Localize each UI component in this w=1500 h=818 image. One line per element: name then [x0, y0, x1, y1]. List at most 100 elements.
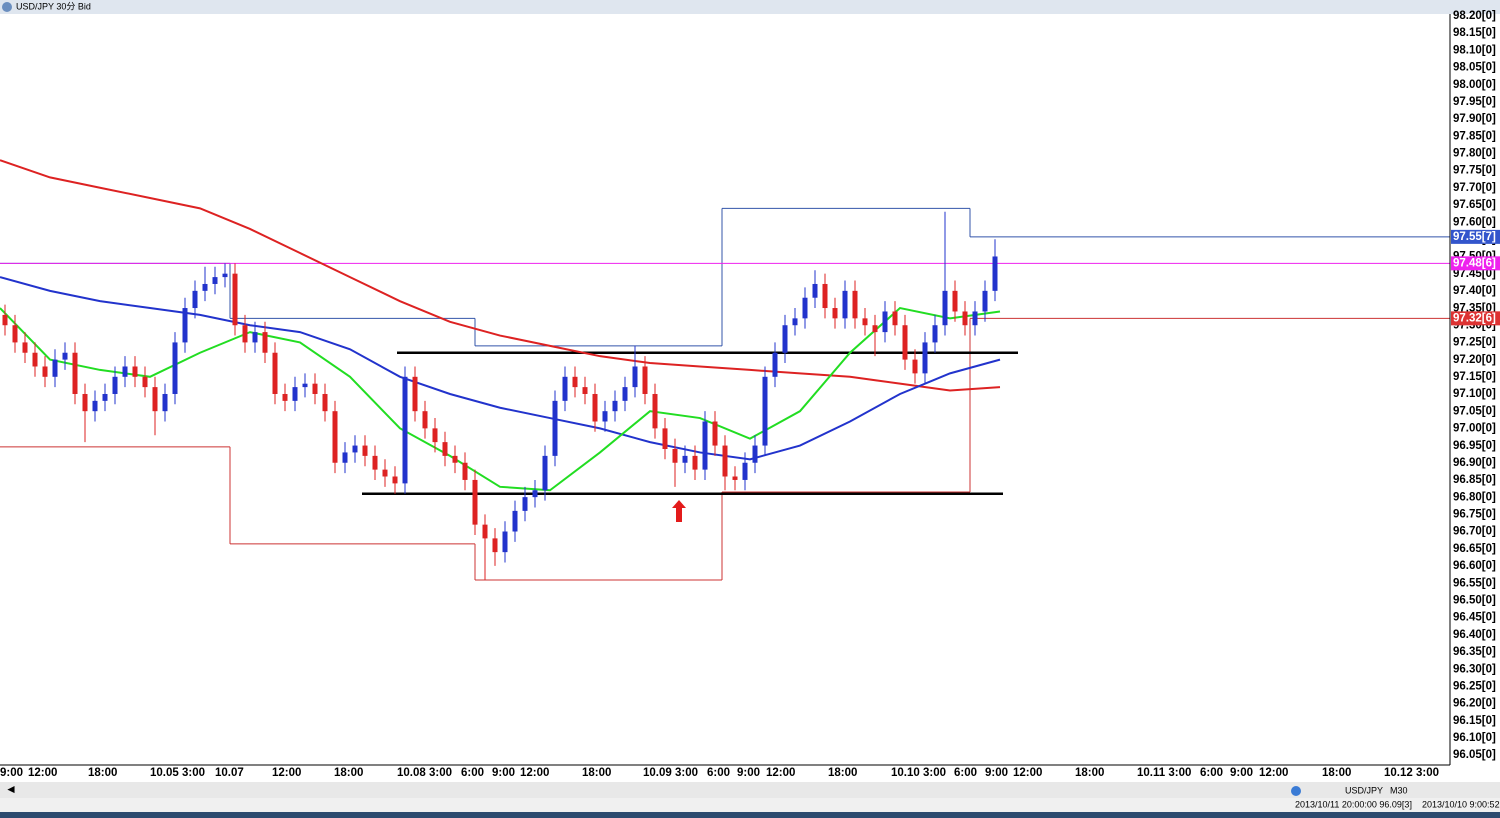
- candle-body: [452, 455, 458, 463]
- candle-body: [2, 314, 8, 326]
- price-label: 96.50[0]: [1453, 594, 1496, 606]
- price-label: 96.40[0]: [1453, 629, 1496, 641]
- price-label: 97.25[0]: [1453, 337, 1496, 349]
- candle-body: [152, 387, 158, 412]
- candle-body: [22, 342, 28, 353]
- price-label: 97.90[0]: [1453, 113, 1496, 125]
- candle-body: [642, 366, 648, 394]
- candle-body: [292, 387, 298, 401]
- candle-body: [912, 359, 918, 374]
- price-label: 98.10[0]: [1453, 44, 1496, 56]
- candle-body: [312, 383, 318, 394]
- candle-body: [622, 387, 628, 401]
- price-label: 96.65[0]: [1453, 543, 1496, 555]
- price-label: 98.05[0]: [1453, 62, 1496, 74]
- candle-body: [262, 332, 268, 353]
- time-label: 10.10 3:00: [891, 767, 946, 779]
- candle-body: [962, 311, 968, 326]
- candle-body: [702, 421, 708, 470]
- candle-body: [972, 311, 978, 326]
- candle-body: [792, 318, 798, 326]
- time-label: 6:00: [1200, 767, 1223, 779]
- price-label: 96.30[0]: [1453, 663, 1496, 675]
- price-label: 96.55[0]: [1453, 577, 1496, 589]
- price-label: 96.05[0]: [1453, 749, 1496, 761]
- price-label: 97.80[0]: [1453, 148, 1496, 160]
- candle-body: [492, 538, 498, 553]
- candle-body: [432, 428, 438, 443]
- candle-body: [322, 393, 328, 412]
- time-label: 18:00: [334, 767, 363, 779]
- symbol[interactable]: USD/JPY: [1345, 785, 1383, 795]
- time-label: 10.12 3:00: [1384, 767, 1439, 779]
- price-tag: [1451, 229, 1500, 244]
- price-label: 96.80[0]: [1453, 491, 1496, 503]
- time-label: 6:00: [707, 767, 730, 779]
- price-label: 97.45[0]: [1453, 268, 1496, 280]
- candle-body: [132, 366, 138, 377]
- candle-body: [102, 393, 108, 401]
- candle-body: [892, 311, 898, 326]
- price-tag: [1451, 256, 1500, 271]
- window-title: USD/JPY 30分 Bid: [16, 1, 91, 11]
- candle-body: [332, 411, 338, 463]
- scrollbar[interactable]: [0, 782, 1500, 798]
- play-button[interactable]: [1291, 786, 1301, 796]
- candle-body: [602, 411, 608, 422]
- time-label: 10.11 3:00: [1137, 767, 1191, 779]
- period[interactable]: M30: [1390, 785, 1408, 795]
- candle-body: [732, 476, 738, 480]
- candle-body: [32, 352, 38, 367]
- candle-body: [382, 469, 388, 477]
- time-label: 18:00: [1322, 767, 1351, 779]
- candle-body: [302, 383, 308, 388]
- candle-body: [612, 400, 618, 412]
- price-label: 97.75[0]: [1453, 165, 1496, 177]
- candle-body: [202, 283, 208, 291]
- time-label: 12:00: [1259, 767, 1288, 779]
- candle-body: [852, 290, 858, 319]
- candle-body: [342, 452, 348, 463]
- candle-body: [372, 455, 378, 470]
- price-tag-label: 97.32[6]: [1453, 312, 1496, 324]
- price-label: 96.25[0]: [1453, 680, 1496, 692]
- time-label: 18:00: [582, 767, 611, 779]
- candle-body: [562, 376, 568, 401]
- price-label: 97.20[0]: [1453, 354, 1496, 366]
- price-label: 96.70[0]: [1453, 526, 1496, 538]
- candle-body: [922, 342, 928, 374]
- candle-body: [692, 455, 698, 470]
- moving-average: [0, 159, 1001, 392]
- time-label: 10.07: [215, 767, 244, 779]
- time-label: 18:00: [1075, 767, 1104, 779]
- scroll-left[interactable]: ◄: [5, 782, 17, 796]
- candle-body: [722, 445, 728, 477]
- candle-body: [902, 325, 908, 360]
- candle-body: [512, 510, 518, 532]
- candle-body: [392, 476, 398, 484]
- candle-body: [482, 524, 488, 539]
- price-label: 96.35[0]: [1453, 646, 1496, 658]
- price-label: 97.85[0]: [1453, 130, 1496, 142]
- time-label: 18:00: [828, 767, 857, 779]
- candle-body: [742, 462, 748, 480]
- candle-body: [982, 290, 988, 312]
- candle-body: [212, 277, 218, 284]
- time-label: 12:00: [28, 767, 57, 779]
- candle-body: [772, 352, 778, 377]
- candle-body: [52, 359, 58, 377]
- time-label: 10.05 3:00: [150, 767, 205, 779]
- candle-body: [192, 290, 198, 309]
- candle-body: [592, 393, 598, 422]
- candle-body: [222, 273, 228, 278]
- candle-body: [252, 332, 258, 343]
- price-tag-label: 97.55[7]: [1453, 231, 1496, 243]
- candle-body: [812, 283, 818, 298]
- candle-body: [552, 400, 558, 456]
- candle-body: [402, 376, 408, 484]
- price-label: 96.15[0]: [1453, 715, 1496, 727]
- moving-average: [0, 276, 1001, 461]
- candle-body: [752, 445, 758, 463]
- candle-body: [992, 256, 998, 291]
